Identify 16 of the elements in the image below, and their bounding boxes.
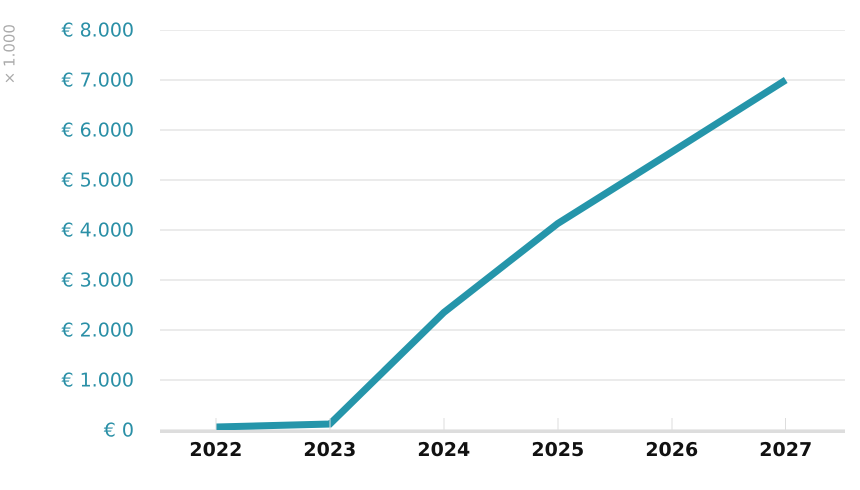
y-tick-label: € 6.000 xyxy=(61,120,134,142)
y-tick-label: € 3.000 xyxy=(61,270,134,292)
y-axis-title: × 1.000 xyxy=(0,24,18,84)
x-tick-label: 2024 xyxy=(417,438,470,461)
y-tick-label: € 0 xyxy=(104,420,134,442)
y-tick-label: € 1.000 xyxy=(61,370,134,392)
y-tick-label: € 7.000 xyxy=(61,70,134,92)
y-tick-label: € 5.000 xyxy=(61,170,134,192)
y-tick-label: € 2.000 xyxy=(61,320,134,342)
y-tick-label: € 4.000 xyxy=(61,220,134,242)
y-tick-label: € 8.000 xyxy=(61,20,134,42)
x-tick-label: 2022 xyxy=(189,438,242,461)
x-tick-label: 2026 xyxy=(645,438,698,461)
x-tick-label: 2025 xyxy=(531,438,584,461)
x-tick-label: 2023 xyxy=(303,438,356,461)
x-tick-label: 2027 xyxy=(759,438,812,461)
